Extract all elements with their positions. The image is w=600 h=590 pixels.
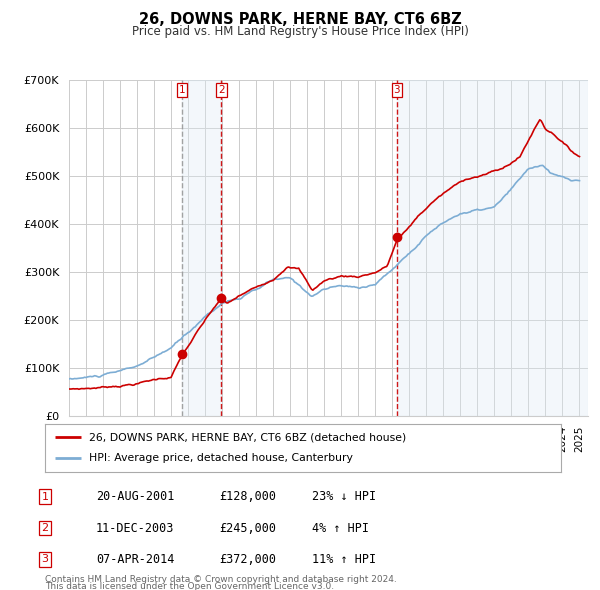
Text: HPI: Average price, detached house, Canterbury: HPI: Average price, detached house, Cant… xyxy=(89,454,353,464)
Text: 20-AUG-2001: 20-AUG-2001 xyxy=(96,490,175,503)
Bar xyxy=(182,80,221,416)
Text: 07-APR-2014: 07-APR-2014 xyxy=(96,553,175,566)
Text: 23% ↓ HPI: 23% ↓ HPI xyxy=(312,490,376,503)
Text: 26, DOWNS PARK, HERNE BAY, CT6 6BZ: 26, DOWNS PARK, HERNE BAY, CT6 6BZ xyxy=(139,12,461,27)
Text: 2: 2 xyxy=(41,523,49,533)
Text: 11% ↑ HPI: 11% ↑ HPI xyxy=(312,553,376,566)
Text: 1: 1 xyxy=(41,492,49,502)
Text: 11-DEC-2003: 11-DEC-2003 xyxy=(96,522,175,535)
Text: £128,000: £128,000 xyxy=(219,490,276,503)
Text: 4% ↑ HPI: 4% ↑ HPI xyxy=(312,522,369,535)
Text: 1: 1 xyxy=(179,85,185,94)
Text: 3: 3 xyxy=(41,555,49,564)
Text: Price paid vs. HM Land Registry's House Price Index (HPI): Price paid vs. HM Land Registry's House … xyxy=(131,25,469,38)
Text: £245,000: £245,000 xyxy=(219,522,276,535)
Text: 2: 2 xyxy=(218,85,224,94)
Bar xyxy=(397,80,588,416)
Text: This data is licensed under the Open Government Licence v3.0.: This data is licensed under the Open Gov… xyxy=(45,582,334,590)
Text: 3: 3 xyxy=(394,85,400,94)
Text: £372,000: £372,000 xyxy=(219,553,276,566)
Text: 26, DOWNS PARK, HERNE BAY, CT6 6BZ (detached house): 26, DOWNS PARK, HERNE BAY, CT6 6BZ (deta… xyxy=(89,432,406,442)
Text: Contains HM Land Registry data © Crown copyright and database right 2024.: Contains HM Land Registry data © Crown c… xyxy=(45,575,397,584)
